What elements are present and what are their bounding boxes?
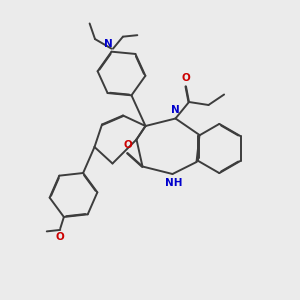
Text: NH: NH — [165, 178, 183, 188]
Text: O: O — [182, 74, 190, 83]
Text: O: O — [123, 140, 132, 150]
Text: N: N — [104, 39, 113, 49]
Text: O: O — [56, 232, 65, 242]
Text: N: N — [171, 105, 180, 115]
